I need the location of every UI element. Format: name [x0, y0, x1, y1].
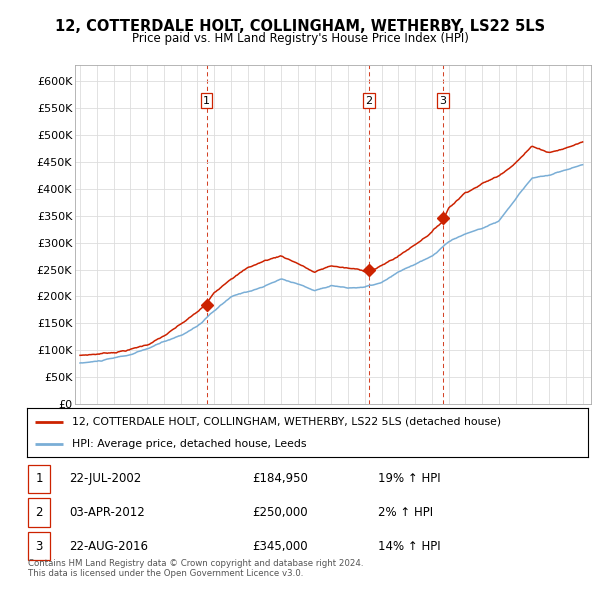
Text: 22-AUG-2016: 22-AUG-2016 — [69, 540, 148, 553]
Text: 14% ↑ HPI: 14% ↑ HPI — [378, 540, 440, 553]
Text: £184,950: £184,950 — [252, 473, 308, 486]
Text: £250,000: £250,000 — [252, 506, 308, 519]
Text: HPI: Average price, detached house, Leeds: HPI: Average price, detached house, Leed… — [72, 439, 307, 449]
Text: Price paid vs. HM Land Registry's House Price Index (HPI): Price paid vs. HM Land Registry's House … — [131, 32, 469, 45]
Text: 2% ↑ HPI: 2% ↑ HPI — [378, 506, 433, 519]
Text: 2: 2 — [35, 506, 43, 519]
Text: £345,000: £345,000 — [252, 540, 308, 553]
Text: 12, COTTERDALE HOLT, COLLINGHAM, WETHERBY, LS22 5LS: 12, COTTERDALE HOLT, COLLINGHAM, WETHERB… — [55, 19, 545, 34]
Text: 03-APR-2012: 03-APR-2012 — [69, 506, 145, 519]
Text: 2: 2 — [365, 96, 373, 106]
Text: 1: 1 — [35, 473, 43, 486]
Text: This data is licensed under the Open Government Licence v3.0.: This data is licensed under the Open Gov… — [28, 569, 304, 578]
Text: 3: 3 — [35, 540, 43, 553]
Text: 19% ↑ HPI: 19% ↑ HPI — [378, 473, 440, 486]
Text: 22-JUL-2002: 22-JUL-2002 — [69, 473, 141, 486]
Text: 1: 1 — [203, 96, 210, 106]
Text: 12, COTTERDALE HOLT, COLLINGHAM, WETHERBY, LS22 5LS (detached house): 12, COTTERDALE HOLT, COLLINGHAM, WETHERB… — [72, 417, 501, 427]
Text: 3: 3 — [439, 96, 446, 106]
Text: Contains HM Land Registry data © Crown copyright and database right 2024.: Contains HM Land Registry data © Crown c… — [28, 559, 364, 568]
